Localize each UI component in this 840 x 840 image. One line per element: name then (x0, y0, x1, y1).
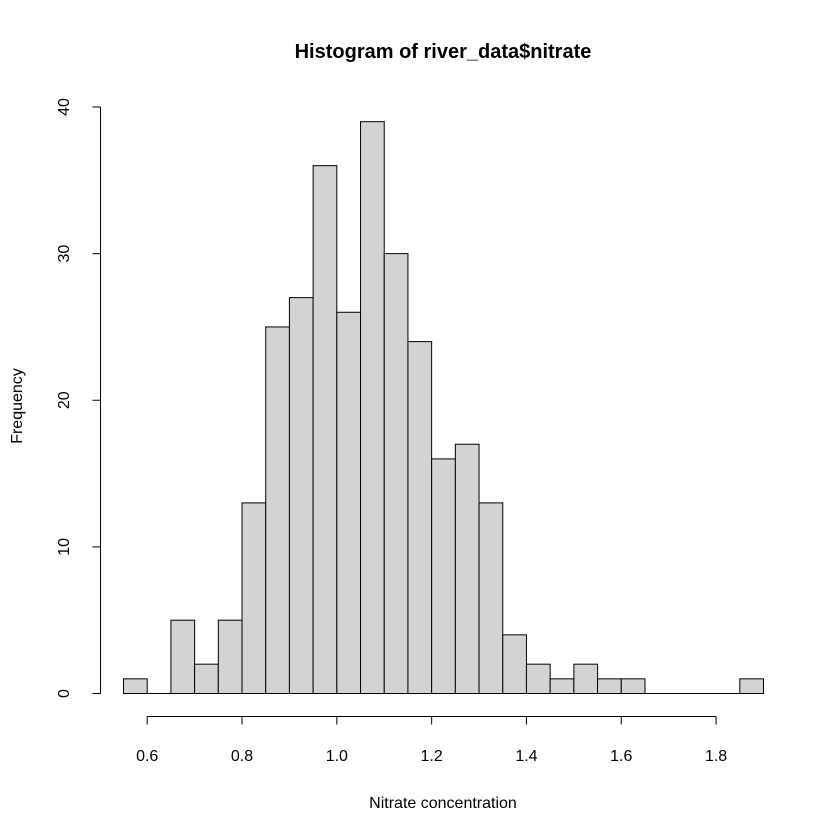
histogram-bar (502, 634, 527, 694)
histogram-bar (573, 663, 599, 694)
histogram-bar (739, 678, 765, 695)
histogram-bar (288, 297, 314, 694)
histogram-bar (525, 663, 551, 694)
histogram-bar (241, 502, 267, 695)
histogram-bar (431, 458, 456, 694)
y-tick-label: 20 (56, 391, 73, 409)
histogram-bar (454, 443, 480, 694)
histogram-bar (336, 311, 362, 694)
y-axis: 0 10 20 30 40 (56, 98, 101, 698)
x-axis-label: Nitrate concentration (369, 795, 517, 812)
x-tick-label: 0.8 (231, 748, 253, 765)
histogram-bar (383, 253, 409, 694)
y-tick-label: 0 (56, 689, 73, 698)
x-tick-label: 0.6 (136, 748, 158, 765)
histogram-bar (312, 165, 338, 694)
histogram-bar (265, 326, 290, 694)
x-tick-label: 1.2 (421, 748, 443, 765)
y-axis-label: Frequency (9, 368, 26, 444)
x-tick-label: 1.6 (610, 748, 632, 765)
y-tick-label: 40 (56, 98, 73, 116)
histogram-bar (620, 678, 646, 695)
y-tick-label: 30 (56, 245, 73, 263)
bars-group (123, 121, 765, 695)
histogram-bar (194, 663, 219, 694)
histogram-bar (360, 121, 385, 695)
chart-title: Histogram of river_data$nitrate (295, 41, 592, 63)
histogram-bar (123, 678, 148, 695)
histogram-bar (170, 619, 196, 694)
histogram-bar (549, 678, 575, 695)
x-tick-label: 1.4 (515, 748, 537, 765)
histogram-bar (407, 341, 433, 694)
x-tick-label: 1.8 (705, 748, 727, 765)
histogram-bar (217, 619, 243, 694)
x-tick-label: 1.0 (326, 748, 348, 765)
x-axis: 0.6 0.8 1.0 1.2 1.4 1.6 1.8 (136, 716, 727, 765)
y-tick-label: 10 (56, 538, 73, 556)
histogram-bar (478, 502, 504, 695)
histogram-bar (597, 678, 622, 695)
